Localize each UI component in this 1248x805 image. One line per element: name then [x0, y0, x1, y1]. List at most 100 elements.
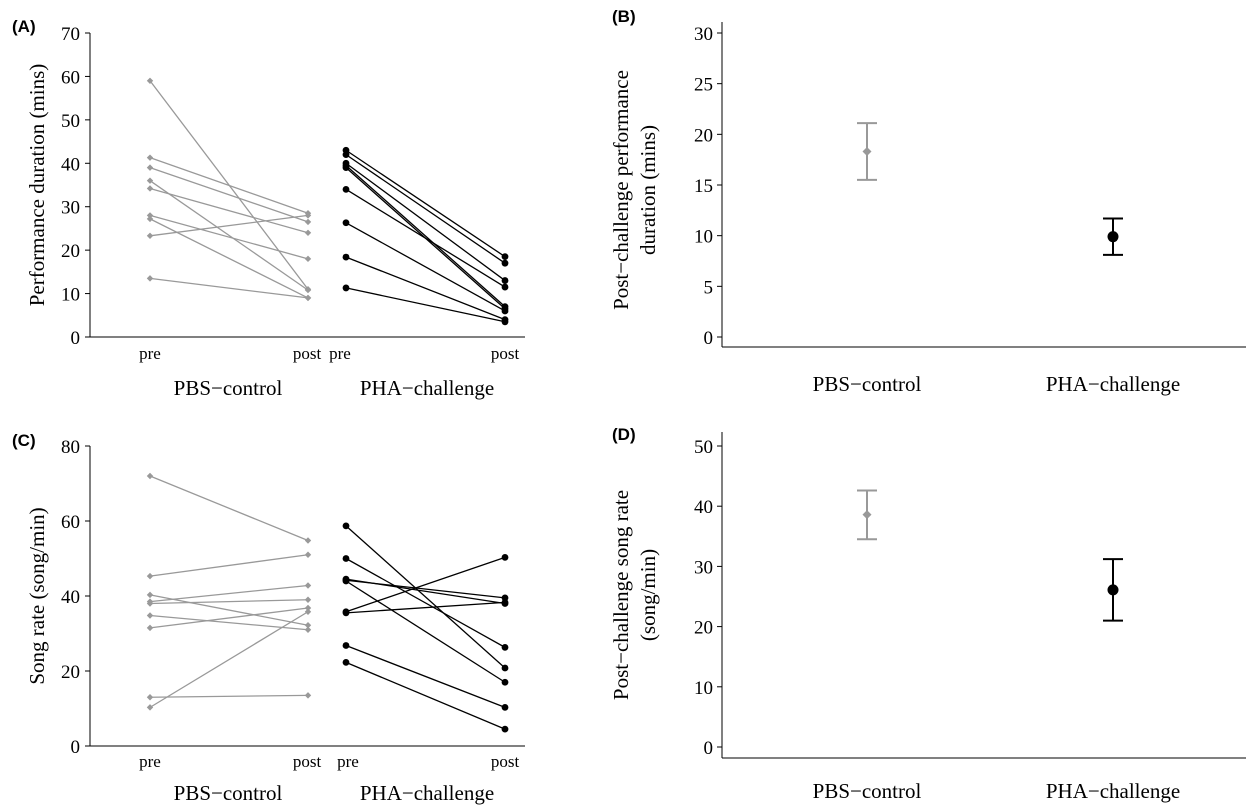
y-tick-label-d: 50 — [694, 437, 713, 458]
pre-point-a-1-7 — [342, 253, 350, 261]
pair-line-c-0-1 — [149, 554, 309, 577]
post-point-a-0-7 — [304, 212, 312, 219]
pre-point-c-0-6 — [146, 624, 154, 632]
pair-line-c-0-4 — [149, 599, 309, 605]
panel-label-a: (A) — [12, 17, 36, 36]
pre-point-c-0-5 — [146, 612, 154, 619]
post-point-c-0-7 — [304, 692, 312, 699]
y-axis-label-b-line1: Post−challenge performance — [609, 70, 633, 310]
post-point-a-1-5 — [501, 283, 509, 291]
pre-point-c-0-7 — [146, 694, 154, 701]
pair-line-a-0-1 — [149, 157, 309, 214]
pair-line-c-1-7 — [345, 644, 506, 708]
pair-line-a-1-8 — [345, 287, 506, 323]
pre-point-c-0-1 — [146, 572, 154, 580]
y-axis-label-a: Performance duration (mins) — [25, 64, 49, 307]
x-tick-post-a-1: post — [491, 344, 520, 363]
pair-line-a-1-7 — [345, 256, 506, 321]
pair-line-c-1-5 — [345, 556, 506, 613]
x-tick-pre-a-0: pre — [139, 344, 161, 363]
post-point-c-1-7 — [501, 703, 509, 711]
pair-line-c-0-7 — [149, 694, 309, 698]
group-label-c-0: PBS−control — [174, 781, 283, 805]
y-tick-label-b: 25 — [694, 75, 713, 96]
pre-point-a-1-4 — [342, 164, 350, 172]
pre-point-a-0-6 — [146, 215, 154, 223]
category-label-d-1: PHA−challenge — [1046, 779, 1180, 803]
pair-line-a-0-4 — [149, 187, 309, 234]
y-tick-label-d: 30 — [694, 557, 713, 578]
post-point-c-0-4 — [304, 596, 312, 603]
pre-point-a-1-8 — [342, 284, 350, 292]
post-point-c-1-1 — [501, 643, 509, 651]
pair-line-a-0-8 — [149, 277, 309, 299]
pre-point-c-0-0 — [146, 472, 154, 480]
y-axis-label-c: Song rate (song/min) — [25, 507, 49, 684]
y-tick-label-a: 30 — [61, 198, 80, 219]
post-point-c-0-2 — [304, 622, 312, 629]
pre-point-c-0-2 — [146, 591, 154, 599]
y-tick-label-d: 20 — [694, 618, 713, 639]
pair-line-a-1-3 — [345, 164, 506, 308]
y-tick-label-a: 0 — [71, 328, 81, 349]
post-point-c-0-1 — [304, 551, 312, 558]
pair-line-a-1-0 — [345, 149, 506, 258]
pre-point-a-0-2 — [146, 164, 154, 171]
pre-point-a-0-1 — [146, 154, 154, 161]
pair-line-a-1-5 — [345, 188, 506, 288]
pair-line-c-0-2 — [149, 594, 309, 626]
pair-line-c-0-6 — [149, 607, 309, 629]
x-tick-post-a-0: post — [293, 344, 322, 363]
post-point-c-0-8 — [304, 608, 312, 615]
pair-line-c-0-8 — [149, 611, 309, 708]
post-point-c-0-3 — [304, 582, 312, 589]
pair-line-c-1-0 — [345, 525, 506, 669]
post-point-a-0-5 — [304, 255, 312, 263]
pair-line-c-1-3 — [345, 579, 506, 599]
mean-point-d-0 — [862, 510, 872, 520]
pair-line-c-0-3 — [149, 584, 309, 603]
mean-point-d-1 — [1107, 584, 1119, 596]
category-label-d-0: PBS−control — [813, 779, 922, 803]
pre-point-a-0-8 — [146, 275, 154, 282]
y-tick-label-a: 50 — [61, 111, 80, 132]
y-tick-label-b: 10 — [694, 227, 713, 248]
pre-point-a-0-7 — [146, 232, 154, 240]
pre-point-a-0-3 — [146, 177, 154, 184]
y-tick-label-c: 80 — [61, 437, 80, 458]
post-point-c-1-6 — [501, 598, 509, 606]
y-tick-label-c: 0 — [71, 737, 81, 758]
y-tick-label-d: 40 — [694, 497, 713, 518]
x-tick-pre-c-0: pre — [139, 752, 161, 771]
post-point-a-0-4 — [304, 229, 312, 236]
x-tick-post-c-1: post — [491, 752, 520, 771]
x-tick-post-c-0: post — [293, 752, 322, 771]
y-tick-label-a: 20 — [61, 241, 80, 262]
y-axis-label-d-line1: Post−challenge song rate — [609, 490, 633, 700]
y-tick-label-b: 30 — [694, 24, 713, 45]
pair-line-a-1-6 — [345, 222, 506, 312]
category-label-b-1: PHA−challenge — [1046, 372, 1180, 396]
post-point-c-0-5 — [304, 626, 312, 633]
pair-line-a-0-2 — [149, 167, 309, 223]
post-point-c-1-8 — [501, 725, 509, 733]
pre-point-c-1-7 — [342, 642, 350, 649]
post-point-a-1-0 — [501, 253, 509, 261]
mean-point-b-0 — [862, 147, 872, 157]
y-tick-label-c: 60 — [61, 512, 80, 533]
pre-point-a-0-4 — [146, 185, 154, 192]
pre-point-c-0-4 — [146, 600, 154, 607]
panel-label-c: (C) — [12, 431, 36, 450]
x-tick-pre-a-1: pre — [329, 344, 351, 363]
y-axis-label-b-line2: duration (mins) — [636, 125, 660, 255]
y-tick-label-c: 40 — [61, 587, 80, 608]
post-point-a-1-6 — [501, 307, 509, 315]
pre-point-a-0-5 — [146, 212, 154, 219]
pre-point-c-1-1 — [342, 555, 350, 562]
y-tick-label-d: 0 — [704, 738, 714, 759]
pair-line-a-1-1 — [345, 154, 506, 264]
pair-line-c-1-1 — [345, 557, 506, 648]
y-tick-label-a: 40 — [61, 154, 80, 175]
pre-point-a-0-0 — [146, 77, 154, 84]
